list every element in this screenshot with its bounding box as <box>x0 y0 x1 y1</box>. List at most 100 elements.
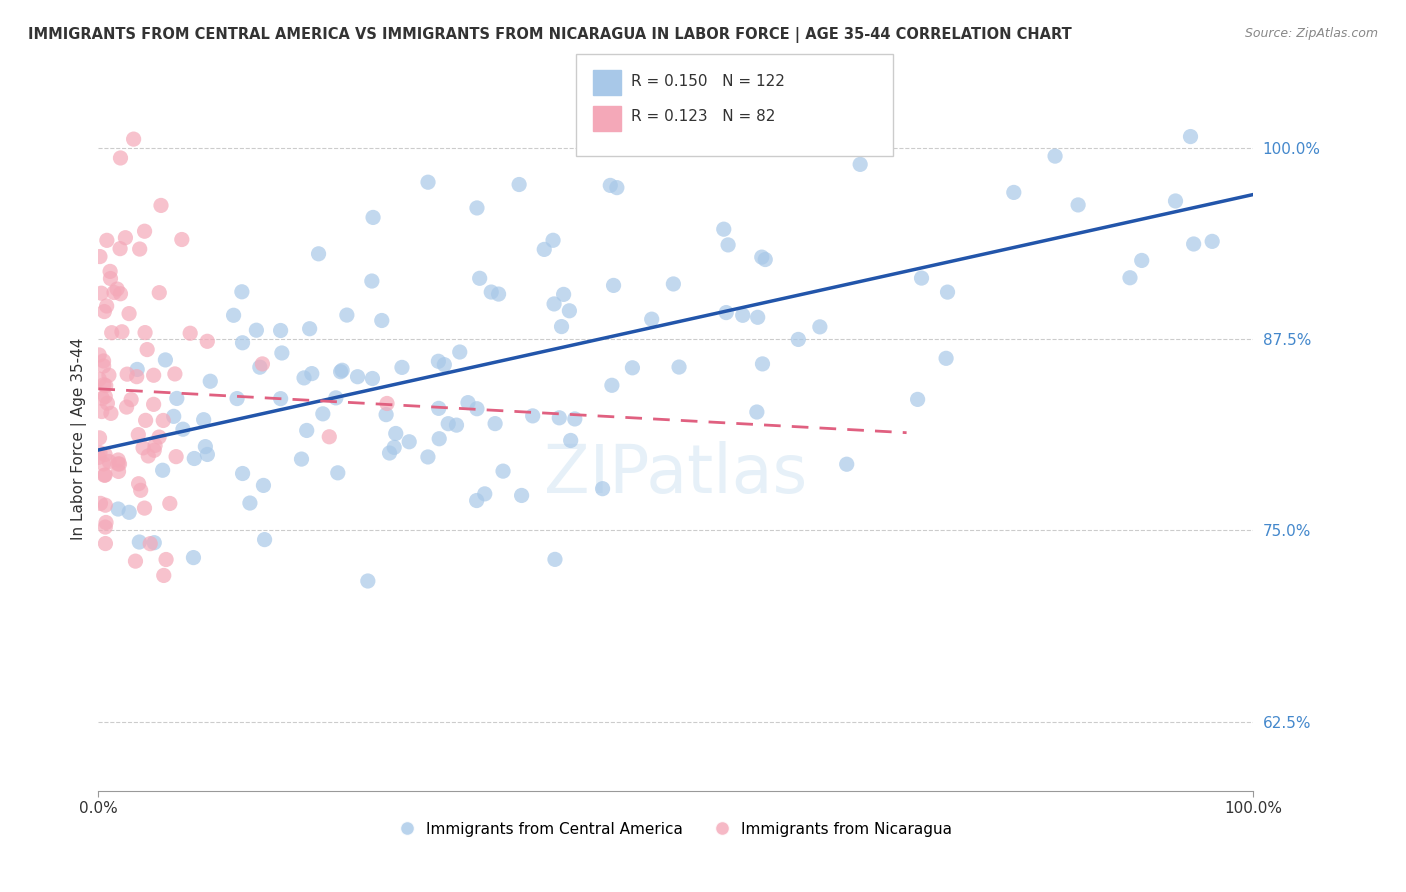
Text: IMMIGRANTS FROM CENTRAL AMERICA VS IMMIGRANTS FROM NICARAGUA IN LABOR FORCE | AG: IMMIGRANTS FROM CENTRAL AMERICA VS IMMIG… <box>28 27 1071 43</box>
Point <box>222 308 245 322</box>
Point <box>747 310 769 325</box>
Point <box>98 454 121 468</box>
Point <box>1201 235 1223 249</box>
Point <box>357 574 380 588</box>
Point <box>935 351 957 366</box>
Point <box>194 440 217 454</box>
Point <box>232 467 254 481</box>
Point <box>936 285 959 299</box>
Point <box>621 360 644 375</box>
Point <box>1043 149 1066 163</box>
Point <box>134 501 156 516</box>
Point <box>139 537 162 551</box>
Point <box>606 180 628 194</box>
Point <box>1180 129 1202 144</box>
Point <box>427 354 450 368</box>
Point <box>835 457 858 471</box>
Point <box>89 348 111 362</box>
Legend: Immigrants from Central America, Immigrants from Nicaragua: Immigrants from Central America, Immigra… <box>392 815 959 843</box>
Point <box>290 452 312 467</box>
Point <box>361 211 384 225</box>
Point <box>89 496 111 510</box>
Point <box>433 358 456 372</box>
Point <box>94 498 117 512</box>
Point <box>751 357 773 371</box>
Point <box>90 404 112 418</box>
Point <box>183 550 205 565</box>
Point <box>100 406 122 420</box>
Point <box>136 449 159 463</box>
Text: Source: ZipAtlas.com: Source: ZipAtlas.com <box>1244 27 1378 40</box>
Point <box>484 417 506 431</box>
Point <box>159 496 181 510</box>
Point <box>100 326 122 340</box>
Point <box>600 378 623 392</box>
Point <box>195 334 218 349</box>
Point <box>318 430 340 444</box>
Point <box>89 431 111 445</box>
Point <box>1182 237 1205 252</box>
Point <box>100 271 122 285</box>
Point <box>124 554 146 568</box>
Point <box>148 430 170 444</box>
Point <box>465 201 488 215</box>
Point <box>599 178 621 193</box>
Point <box>1119 270 1142 285</box>
Point <box>510 488 533 502</box>
Point <box>544 552 567 566</box>
Point <box>308 247 330 261</box>
Point <box>94 520 117 534</box>
Point <box>118 505 141 519</box>
Point <box>384 426 406 441</box>
Text: ZIPatlas: ZIPatlas <box>544 441 807 507</box>
Point <box>717 238 740 252</box>
Point <box>152 463 174 477</box>
Point <box>231 285 253 299</box>
Point <box>94 536 117 550</box>
Point <box>96 396 118 410</box>
Point <box>295 424 318 438</box>
Point <box>375 396 398 410</box>
Point <box>142 368 165 383</box>
Point <box>93 468 115 483</box>
Point <box>122 132 145 146</box>
Point <box>329 365 352 379</box>
Point <box>375 408 398 422</box>
Point <box>155 352 177 367</box>
Point <box>134 326 156 340</box>
Point <box>110 286 132 301</box>
Point <box>479 285 502 299</box>
Point <box>550 319 572 334</box>
Point <box>427 432 450 446</box>
Point <box>543 297 565 311</box>
Text: R = 0.150   N = 122: R = 0.150 N = 122 <box>631 74 785 88</box>
Point <box>849 157 872 171</box>
Point <box>148 285 170 300</box>
Point <box>252 357 274 371</box>
Point <box>336 308 359 322</box>
Point <box>143 438 166 452</box>
Point <box>474 487 496 501</box>
Point <box>865 110 887 124</box>
Point <box>96 299 118 313</box>
Point <box>249 360 271 375</box>
Point <box>1130 253 1153 268</box>
Point <box>193 413 215 427</box>
Point <box>731 308 754 322</box>
Point <box>127 362 149 376</box>
Point <box>602 278 624 293</box>
Point <box>1164 194 1187 208</box>
Point <box>553 287 575 301</box>
Point <box>398 434 420 449</box>
Point <box>134 224 156 238</box>
Point <box>508 178 530 192</box>
Point <box>152 568 174 582</box>
Point <box>183 451 205 466</box>
Point <box>641 312 664 326</box>
Point <box>129 483 152 498</box>
Point <box>170 233 193 247</box>
Point <box>120 392 142 407</box>
Point <box>128 535 150 549</box>
Point <box>143 443 166 458</box>
Point <box>301 367 323 381</box>
